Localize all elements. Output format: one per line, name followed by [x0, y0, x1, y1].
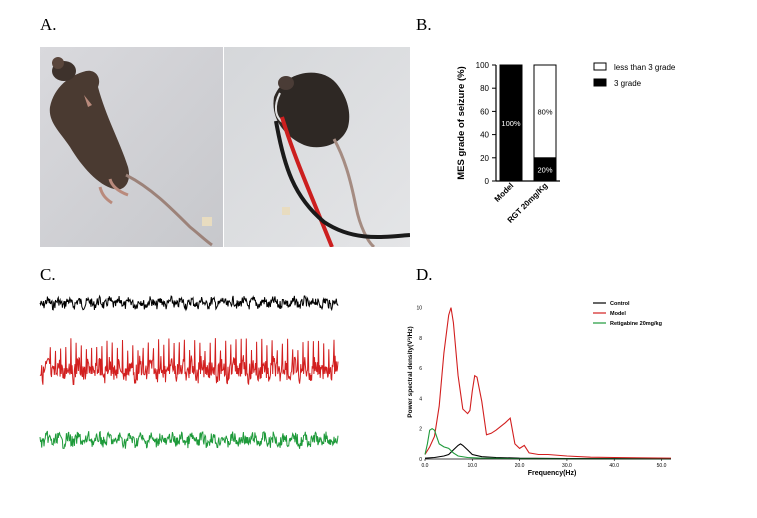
- y-tick-label: 2: [419, 427, 422, 433]
- bar-value-label: 20%: [537, 165, 552, 174]
- x-tick-label: 0.0: [422, 463, 429, 469]
- y-tick-label: 8: [419, 336, 422, 342]
- bar-value-label: 80%: [537, 107, 552, 116]
- psd-chart: Power spectral density(V²/Hz) Frequency(…: [403, 292, 693, 484]
- mouse-seizure-illustration: [40, 47, 223, 247]
- eeg-trace-retigabine: [39, 430, 339, 449]
- legend-label: less than 3 grade: [614, 63, 676, 72]
- eeg-traces-chart: [36, 285, 346, 465]
- x-tick-label: 10.0: [467, 463, 477, 469]
- y-tick-label: 40: [480, 131, 489, 140]
- psd-chart-svg: Power spectral density(V²/Hz) Frequency(…: [407, 301, 672, 477]
- panel-label-a: A.: [40, 15, 57, 34]
- y-tick-label: 0: [485, 177, 490, 186]
- legend-swatch: [593, 62, 607, 71]
- x-tick-label: 30.0: [562, 463, 572, 469]
- y-tick-label: 4: [419, 396, 422, 402]
- mes-grade-chart-svg: MES grade of seizure (%) 0 20 40 60 80 100 10…: [456, 61, 676, 225]
- bar-segment: [533, 64, 557, 159]
- legend-label: Model: [610, 311, 626, 317]
- y-tick-label: 100: [476, 61, 490, 70]
- panel-label-c: C.: [40, 265, 56, 284]
- mes-grade-chart: MES grade of seizure (%) 0 20 40 60 80 100 10…: [450, 55, 740, 245]
- y-tick-label: 80: [480, 84, 489, 93]
- y-tick-label: 0: [419, 457, 422, 463]
- mouse-photo-model: [40, 47, 223, 247]
- legend-label: Retigabine 20mg/kg: [610, 321, 662, 327]
- eeg-trace-control: [39, 294, 339, 312]
- x-tick-label: 40.0: [609, 463, 619, 469]
- y-axis-label: Power spectral density(V²/Hz): [407, 326, 414, 417]
- mouse-photo-electrode: [224, 47, 410, 247]
- mouse-electrode-illustration: [224, 47, 410, 247]
- psd-line-model: [424, 307, 672, 459]
- y-axis-label: MES grade of seizure (%): [456, 66, 467, 180]
- y-tick-label: 20: [480, 154, 489, 163]
- y-tick-label: 6: [419, 366, 422, 372]
- psd-line-control: [424, 443, 672, 460]
- x-tick-label: 20.0: [515, 463, 525, 469]
- bar-value-label: 100%: [501, 119, 521, 128]
- y-tick-label: 60: [480, 107, 489, 116]
- legend-swatch: [593, 78, 607, 87]
- x-category-label: Model: [493, 181, 516, 204]
- panel-label-b: B.: [416, 15, 432, 34]
- x-axis-label: Frequency(Hz): [528, 470, 577, 477]
- panel-label-d: D.: [416, 265, 433, 284]
- eeg-traces-svg: [39, 294, 339, 449]
- psd-line-retigabine: [424, 428, 672, 460]
- x-tick-label: 50.0: [657, 463, 667, 469]
- legend-label: 3 grade: [614, 79, 642, 88]
- legend-label: Control: [610, 301, 630, 307]
- eeg-trace-model: [39, 338, 339, 385]
- y-tick-label: 10: [416, 306, 422, 312]
